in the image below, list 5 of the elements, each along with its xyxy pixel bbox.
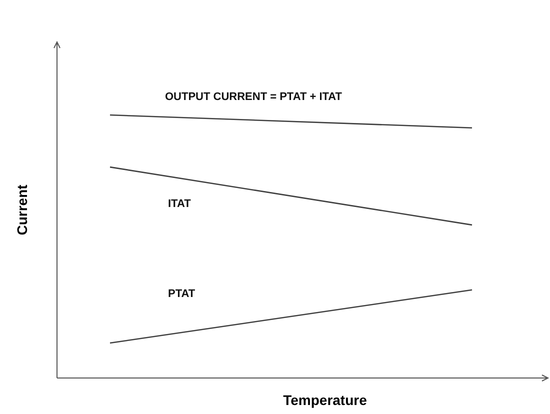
series-label: OUTPUT CURRENT = PTAT + ITAT — [165, 91, 342, 103]
y-axis-title: Current — [14, 184, 30, 236]
x-axis-title: Temperature — [283, 392, 368, 408]
series-label: ITAT — [168, 198, 192, 210]
text: PTAT — [168, 288, 196, 300]
